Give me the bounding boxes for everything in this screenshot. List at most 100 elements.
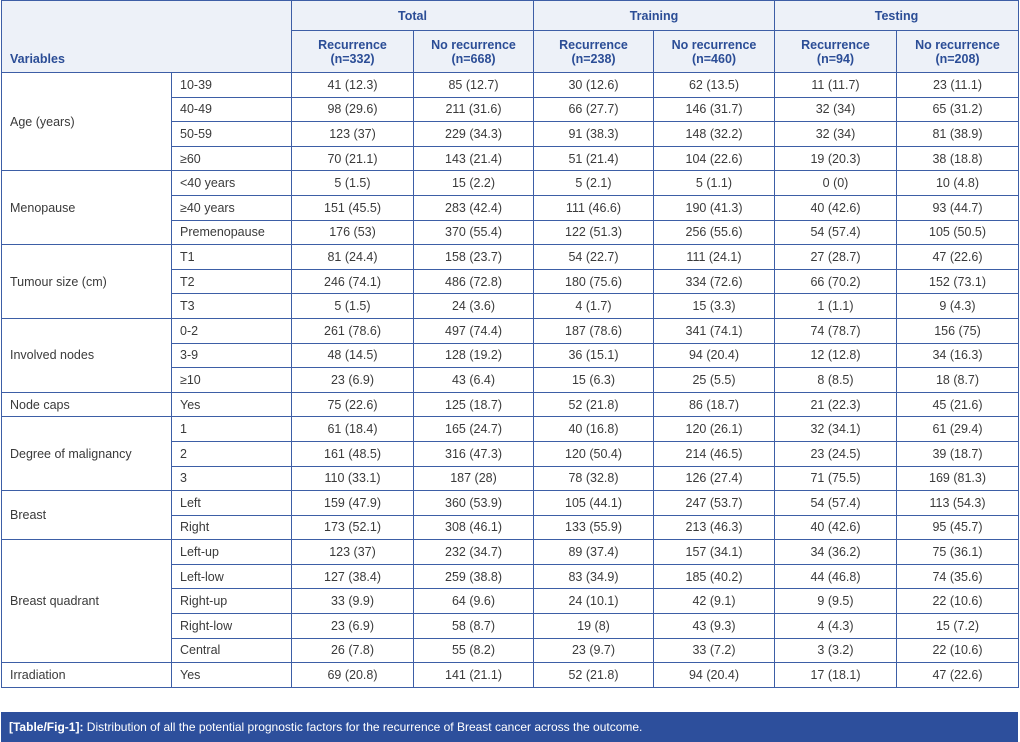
column-n: (n=668) bbox=[451, 51, 496, 66]
variable-name: Breast quadrant bbox=[1, 539, 172, 664]
cell-value: 94 (20.4) bbox=[653, 662, 775, 688]
category-label: Right bbox=[171, 514, 292, 541]
cell-value: 11 (11.7) bbox=[774, 72, 897, 98]
column-n: (n=94) bbox=[816, 51, 855, 66]
category-label: ≥60 bbox=[171, 145, 292, 172]
cell-value: 65 (31.2) bbox=[896, 96, 1019, 123]
cell-value: 185 (40.2) bbox=[653, 563, 775, 590]
cell-value: 18 (8.7) bbox=[896, 367, 1019, 393]
table-row: 3-9 48 (14.5) 128 (19.2) 36 (15.1) 94 (20.4)… bbox=[2, 342, 1019, 369]
table-row: Menopause <40 years 5 (1.5) 15 (2.2) 5 (2.1)… bbox=[1, 170, 1019, 246]
table-row: Breast quadrant Left-up 123 (37) 232 (34.7)… bbox=[1, 539, 1019, 664]
category-label: Left-low bbox=[171, 563, 292, 590]
table-row: Breast Left 159 (47.9) 360 (53.9) 105 (44.1)… bbox=[1, 490, 1019, 541]
column-label: No recurrence bbox=[915, 37, 1000, 52]
cell-value: 93 (44.7) bbox=[896, 194, 1019, 221]
table-row: Central 26 (7.8) 55 (8.2) 23 (9.7) 33 (7.2) 3… bbox=[2, 637, 1019, 664]
cell-value: 27 (28.7) bbox=[774, 244, 897, 270]
column-header: No recurrence (n=208) bbox=[896, 30, 1019, 73]
cell-value: 497 (74.4) bbox=[413, 317, 534, 344]
cell-value: 308 (46.1) bbox=[413, 514, 534, 541]
cell-value: 213 (46.3) bbox=[653, 514, 775, 541]
cell-value: 26 (7.8) bbox=[291, 637, 414, 664]
cell-value: 61 (18.4) bbox=[291, 416, 414, 442]
category-label: 0-2 bbox=[171, 317, 292, 344]
category-label: 1 bbox=[171, 416, 292, 442]
cell-value: 111 (46.6) bbox=[533, 194, 654, 221]
cell-value: 158 (23.7) bbox=[413, 244, 534, 270]
category-label: 40-49 bbox=[171, 96, 292, 123]
variable-name: Breast bbox=[1, 490, 172, 541]
category-label: T3 bbox=[171, 293, 292, 319]
cell-value: 61 (29.4) bbox=[896, 416, 1019, 442]
cell-value: 159 (47.9) bbox=[291, 490, 414, 516]
cell-value: 211 (31.6) bbox=[413, 96, 534, 123]
cell-value: 70 (21.1) bbox=[291, 145, 414, 172]
cell-value: 334 (72.6) bbox=[653, 268, 775, 295]
cell-value: 125 (18.7) bbox=[413, 391, 534, 418]
column-header: Recurrence (n=94) bbox=[774, 30, 897, 73]
prognostic-factors-table: Variables Total Training Testing Recurre… bbox=[1, 0, 1019, 688]
cell-value: 22 (10.6) bbox=[896, 637, 1019, 664]
category-label: ≥40 years bbox=[171, 194, 292, 221]
category-label: Left-up bbox=[171, 539, 292, 565]
cell-value: 152 (73.1) bbox=[896, 268, 1019, 295]
cell-value: 8 (8.5) bbox=[774, 367, 897, 393]
category-label: 10-39 bbox=[171, 72, 292, 98]
cell-value: 19 (8) bbox=[533, 613, 654, 639]
category-label: T1 bbox=[171, 244, 292, 270]
column-label: No recurrence bbox=[431, 37, 516, 52]
cell-value: 74 (78.7) bbox=[774, 317, 897, 344]
column-label: No recurrence bbox=[671, 37, 757, 52]
cell-value: 360 (53.9) bbox=[413, 490, 534, 516]
cell-value: 81 (24.4) bbox=[291, 244, 414, 270]
variable-name: Age (years) bbox=[1, 71, 172, 172]
variable-name: Menopause bbox=[1, 170, 172, 246]
cell-value: 133 (55.9) bbox=[533, 514, 654, 541]
category-label: 50-59 bbox=[171, 121, 292, 147]
cell-value: 214 (46.5) bbox=[653, 440, 775, 467]
table-row: Right-up 33 (9.9) 64 (9.6) 24 (10.1) 42 (9.1… bbox=[2, 588, 1019, 615]
category-label: Yes bbox=[171, 662, 292, 688]
table-row: Left-low 127 (38.4) 259 (38.8) 83 (34.9) 185… bbox=[2, 563, 1019, 590]
cell-value: 47 (22.6) bbox=[896, 244, 1019, 270]
cell-value: 259 (38.8) bbox=[413, 563, 534, 590]
cell-value: 173 (52.1) bbox=[291, 514, 414, 541]
cell-value: 81 (38.9) bbox=[896, 121, 1019, 147]
cell-value: 54 (57.4) bbox=[774, 490, 897, 516]
column-header: Recurrence (n=238) bbox=[533, 30, 654, 73]
cell-value: 45 (21.6) bbox=[896, 391, 1019, 418]
group-header-training: Training bbox=[533, 0, 775, 31]
cell-value: 23 (6.9) bbox=[291, 613, 414, 639]
cell-value: 34 (16.3) bbox=[896, 342, 1019, 369]
table-row: Node caps Yes 75 (22.6) 125 (18.7) 52 (21.8)… bbox=[1, 391, 1019, 418]
cell-value: 0 (0) bbox=[774, 170, 897, 196]
cell-value: 128 (19.2) bbox=[413, 342, 534, 369]
variable-name: Tumour size (cm) bbox=[1, 244, 172, 319]
table-row: Tumour size (cm) T1 81 (24.4) 158 (23.7) 54 … bbox=[1, 244, 1019, 319]
cell-value: 180 (75.6) bbox=[533, 268, 654, 295]
cell-value: 51 (21.4) bbox=[533, 145, 654, 172]
column-n: (n=460) bbox=[691, 51, 737, 66]
column-header: Recurrence (n=332) bbox=[291, 30, 414, 73]
cell-value: 15 (3.3) bbox=[653, 293, 775, 319]
cell-value: 15 (7.2) bbox=[896, 613, 1019, 639]
cell-value: 83 (34.9) bbox=[533, 563, 654, 590]
header-row-groups: Variables Total Training Testing bbox=[1, 0, 1019, 73]
cell-value: 123 (37) bbox=[291, 121, 414, 147]
category-label: T2 bbox=[171, 268, 292, 295]
cell-value: 40 (42.6) bbox=[774, 514, 897, 541]
table-row: Premenopause 176 (53) 370 (55.4) 122 (51.3)… bbox=[2, 219, 1019, 246]
variable-name: Involved nodes bbox=[1, 317, 172, 393]
cell-value: 5 (1.5) bbox=[291, 293, 414, 319]
cell-value: 32 (34) bbox=[774, 121, 897, 147]
cell-value: 66 (27.7) bbox=[533, 96, 654, 123]
cell-value: 43 (6.4) bbox=[413, 367, 534, 393]
cell-value: 24 (10.1) bbox=[533, 588, 654, 615]
cell-value: 54 (57.4) bbox=[774, 219, 897, 246]
variable-name: Irradiation bbox=[1, 662, 172, 688]
cell-value: 58 (8.7) bbox=[413, 613, 534, 639]
cell-value: 42 (9.1) bbox=[653, 588, 775, 615]
cell-value: 120 (26.1) bbox=[653, 416, 775, 442]
cell-value: 486 (72.8) bbox=[413, 268, 534, 295]
